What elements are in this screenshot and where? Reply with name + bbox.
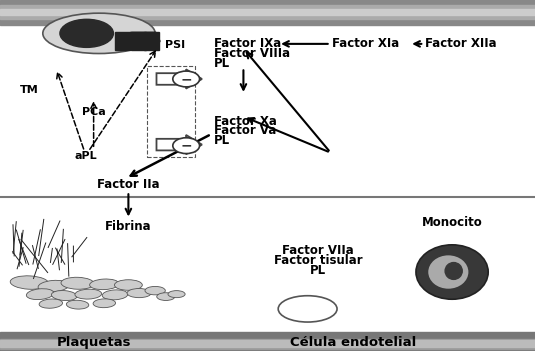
Bar xyxy=(0,5,535,19)
Bar xyxy=(115,32,130,50)
Text: Monocito: Monocito xyxy=(422,216,483,230)
Ellipse shape xyxy=(51,291,77,300)
Bar xyxy=(0,340,535,347)
Bar xyxy=(144,32,159,50)
Ellipse shape xyxy=(61,277,94,289)
Text: aPL: aPL xyxy=(74,151,97,161)
Bar xyxy=(0,0,535,25)
Bar xyxy=(0,332,535,351)
Ellipse shape xyxy=(60,19,113,47)
Text: Fibrina: Fibrina xyxy=(105,220,152,233)
Text: Factor IXa: Factor IXa xyxy=(214,37,281,51)
Ellipse shape xyxy=(39,299,63,308)
Ellipse shape xyxy=(93,299,116,308)
Ellipse shape xyxy=(168,291,185,298)
Text: Factor tisular: Factor tisular xyxy=(274,254,363,267)
Ellipse shape xyxy=(43,13,155,53)
Text: −: − xyxy=(180,139,192,153)
Ellipse shape xyxy=(114,280,142,290)
Ellipse shape xyxy=(416,245,488,299)
Bar xyxy=(0,9,535,15)
Text: PL: PL xyxy=(310,264,326,277)
Ellipse shape xyxy=(445,263,462,279)
Polygon shape xyxy=(143,32,160,50)
Ellipse shape xyxy=(102,290,128,300)
Text: Factor XIa: Factor XIa xyxy=(332,37,399,51)
Ellipse shape xyxy=(428,256,469,289)
Bar xyxy=(0,339,535,349)
Text: Factor XIIa: Factor XIIa xyxy=(425,37,497,51)
Text: −: − xyxy=(180,72,192,86)
Ellipse shape xyxy=(90,279,119,290)
Ellipse shape xyxy=(38,280,69,292)
Polygon shape xyxy=(131,32,147,50)
Text: TM: TM xyxy=(20,85,39,94)
Ellipse shape xyxy=(278,296,337,322)
Text: PL: PL xyxy=(214,57,230,70)
Ellipse shape xyxy=(127,289,151,298)
Text: Factor IIa: Factor IIa xyxy=(97,178,160,191)
Text: PCa: PCa xyxy=(82,107,105,117)
Bar xyxy=(147,66,195,157)
Polygon shape xyxy=(157,135,202,154)
Text: Factor Va: Factor Va xyxy=(214,124,277,138)
Ellipse shape xyxy=(26,289,54,299)
Polygon shape xyxy=(157,69,202,88)
Text: Factor Xa: Factor Xa xyxy=(214,114,277,128)
Text: Factor VIIa: Factor VIIa xyxy=(282,244,354,258)
Text: PSI: PSI xyxy=(165,40,185,50)
Ellipse shape xyxy=(145,286,165,295)
Ellipse shape xyxy=(66,300,89,309)
Text: Célula endotelial: Célula endotelial xyxy=(290,336,416,349)
Ellipse shape xyxy=(173,138,200,154)
Text: Plaquetas: Plaquetas xyxy=(56,336,131,349)
Ellipse shape xyxy=(10,276,49,289)
Bar xyxy=(131,32,146,50)
Text: PL: PL xyxy=(214,134,230,147)
Text: Factor VIIIa: Factor VIIIa xyxy=(214,47,290,60)
Ellipse shape xyxy=(173,71,200,87)
Ellipse shape xyxy=(157,293,175,300)
Ellipse shape xyxy=(75,289,102,299)
